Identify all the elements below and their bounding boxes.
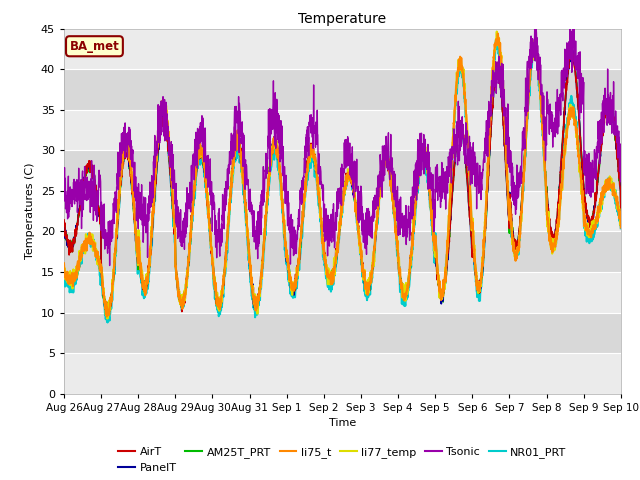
Title: Temperature: Temperature (298, 12, 387, 26)
Bar (64, 231, 621, 272)
X-axis label: Time: Time (329, 418, 356, 428)
Bar (64, 272, 621, 312)
Legend: AirT, PanelT, AM25T_PRT, li75_t, li77_temp, Tsonic, NR01_PRT: AirT, PanelT, AM25T_PRT, li75_t, li77_te… (114, 443, 571, 478)
Bar (64, 191, 621, 231)
Bar (64, 69, 621, 110)
Bar (64, 110, 621, 150)
Bar (64, 353, 621, 394)
Bar (64, 150, 621, 191)
Bar (64, 29, 621, 69)
Text: BA_met: BA_met (70, 40, 119, 53)
Bar (64, 312, 621, 353)
Y-axis label: Temperatures (C): Temperatures (C) (26, 163, 35, 260)
